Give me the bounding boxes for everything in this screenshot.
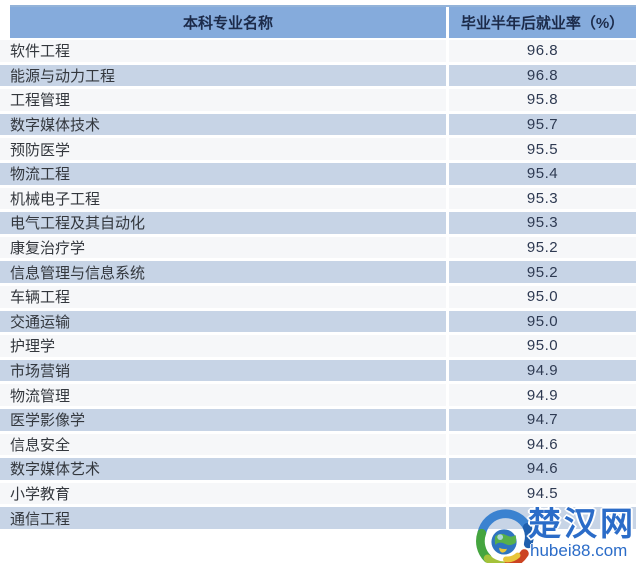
table-row: 康复治疗学 95.2 xyxy=(0,234,636,260)
major-cell: 交通运输 xyxy=(10,313,71,331)
major-cell: 数字媒体艺术 xyxy=(10,461,101,479)
table-row: 数字媒体艺术 94.6 xyxy=(0,456,636,481)
rate-cell: 94.5 xyxy=(446,482,636,505)
major-cell: 通信工程 xyxy=(10,510,71,528)
table-row: 车辆工程 95.0 xyxy=(0,283,636,309)
major-cell: 护理学 xyxy=(10,338,56,356)
rate-cell: 95.2 xyxy=(446,236,636,259)
major-cell: 机械电子工程 xyxy=(10,190,101,208)
major-cell: 物流管理 xyxy=(10,387,71,405)
table-row: 软件工程 96.8 xyxy=(0,38,636,63)
major-cell: 物流工程 xyxy=(10,166,71,184)
table-row: 信息管理与信息系统 95.2 xyxy=(0,259,636,284)
major-cell: 车辆工程 xyxy=(10,289,71,307)
column-header-major: 本科专业名称 xyxy=(182,15,273,32)
rate-cell: 96.8 xyxy=(446,40,636,62)
table-row: 小学教育 94.5 xyxy=(0,480,636,506)
rate-cell: 95.0 xyxy=(446,285,636,308)
major-cell: 医学影像学 xyxy=(10,412,86,430)
major-cell: 市场营销 xyxy=(10,363,71,381)
rate-cell: 95.3 xyxy=(446,212,636,234)
major-cell: 预防医学 xyxy=(10,141,71,159)
major-cell: 软件工程 xyxy=(10,43,71,61)
major-cell: 小学教育 xyxy=(10,485,71,503)
rate-cell: 95.3 xyxy=(446,187,636,210)
major-cell: 数字媒体技术 xyxy=(10,117,101,135)
table-row: 机械电子工程 95.3 xyxy=(0,185,636,211)
table-row: 能源与动力工程 96.8 xyxy=(0,62,636,88)
rate-cell: 94.7 xyxy=(446,408,636,431)
rate-cell xyxy=(446,507,636,529)
swirl-globe-icon xyxy=(476,509,534,563)
table-row: 医学影像学 94.7 xyxy=(0,406,636,432)
rate-cell: 95.0 xyxy=(446,310,636,333)
rate-cell: 95.2 xyxy=(446,261,636,283)
table-row: 市场营销 94.9 xyxy=(0,357,636,383)
major-cell: 康复治疗学 xyxy=(10,240,86,258)
table-row: 物流管理 94.9 xyxy=(0,382,636,407)
table-row: 数字媒体技术 95.7 xyxy=(0,111,636,137)
rate-cell: 94.9 xyxy=(446,384,636,406)
site-watermark: 楚汉网 hubei88.com xyxy=(474,507,640,563)
table-row: 护理学 95.0 xyxy=(0,333,636,358)
rate-cell: 94.9 xyxy=(446,359,636,382)
major-cell: 电气工程及其自动化 xyxy=(10,215,146,233)
rate-cell: 94.6 xyxy=(446,433,636,456)
table-row: 工程管理 95.8 xyxy=(0,87,636,112)
table-row: 交通运输 95.0 xyxy=(0,308,636,334)
table-row: 通信工程 xyxy=(0,505,636,530)
rate-cell: 95.5 xyxy=(446,138,636,160)
major-cell: 工程管理 xyxy=(10,92,71,110)
rate-cell: 95.0 xyxy=(446,335,636,357)
rate-cell: 96.8 xyxy=(446,64,636,87)
watermark-site-name: 楚汉网 xyxy=(528,507,636,542)
table-row: 信息安全 94.6 xyxy=(0,431,636,457)
employment-rate-table-body: 软件工程 96.8 能源与动力工程 96.8 工程管理 95.8 数字媒体技术 … xyxy=(0,38,636,530)
rate-cell: 95.7 xyxy=(446,113,636,136)
watermark-site-url: hubei88.com xyxy=(530,541,628,560)
table-header-row: 本科专业名称 毕业半年后就业率（%） xyxy=(10,5,636,38)
rate-cell: 95.4 xyxy=(446,162,636,185)
table-row: 预防医学 95.5 xyxy=(0,136,636,161)
major-cell: 信息安全 xyxy=(10,436,71,454)
column-header-employment-rate: 毕业半年后就业率（%） xyxy=(446,7,636,38)
rate-cell: 94.6 xyxy=(446,458,636,480)
rate-cell: 95.8 xyxy=(446,89,636,111)
major-cell: 能源与动力工程 xyxy=(10,67,116,85)
table-row: 电气工程及其自动化 95.3 xyxy=(0,210,636,235)
major-cell: 信息管理与信息系统 xyxy=(10,264,146,282)
table-row: 物流工程 95.4 xyxy=(0,160,636,186)
